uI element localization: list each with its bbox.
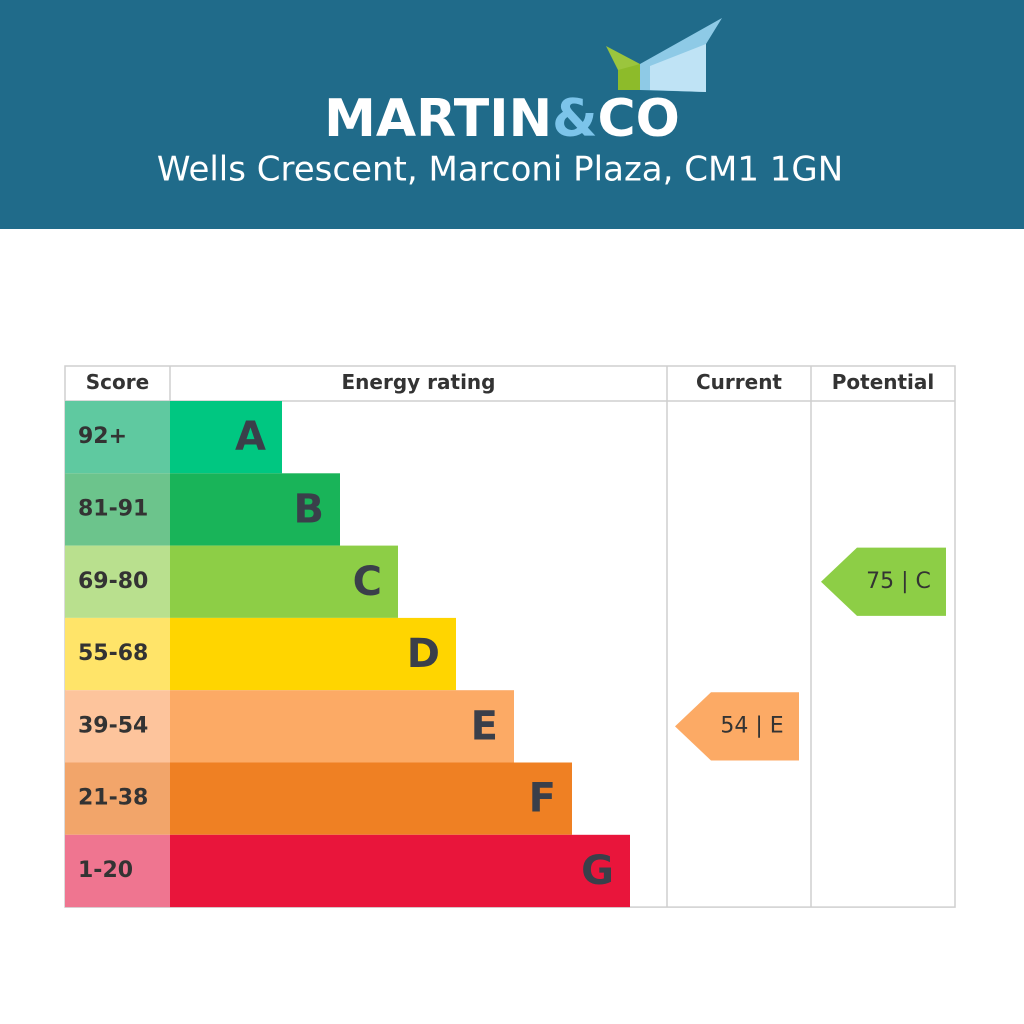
brand-amp: &	[552, 89, 597, 149]
rating-bar	[170, 545, 398, 618]
rating-bar	[170, 401, 282, 474]
score: 69-80	[78, 569, 148, 594]
column-header: Potential	[832, 370, 935, 394]
score: 1-20	[78, 858, 133, 883]
column-header: Energy rating	[342, 370, 496, 394]
header-band	[0, 0, 1024, 229]
rating-letter: C	[353, 559, 382, 605]
score-cell	[65, 545, 170, 618]
rating-letter: E	[471, 703, 498, 749]
score-cell	[65, 473, 170, 546]
current-label: 54 | E	[720, 713, 783, 738]
logo-house	[606, 18, 722, 92]
score: 55-68	[78, 641, 148, 666]
rating-bar	[170, 834, 630, 908]
score-cell	[65, 617, 170, 691]
column-header: Score	[86, 370, 149, 394]
column-header: Current	[696, 370, 782, 394]
score: 92+	[78, 424, 127, 449]
score: 81-91	[78, 496, 148, 521]
brand-text: MARTIN	[324, 89, 552, 149]
score-cell	[65, 401, 170, 474]
rating-letter: A	[235, 414, 266, 460]
score: 21-38	[78, 786, 148, 811]
score-cell	[65, 690, 170, 763]
rating-letter: D	[407, 631, 440, 677]
rating-bar	[170, 762, 572, 835]
score-cell	[65, 762, 170, 835]
address: Wells Crescent, Marconi Plaza, CM1 1GN	[157, 150, 843, 190]
rating-letter: B	[294, 486, 325, 532]
rating-letter: F	[529, 776, 556, 822]
score-cell	[65, 834, 170, 908]
brand-end: CO	[598, 89, 680, 149]
potential-arrow	[821, 547, 946, 616]
brand-logo: MARTIN&CO	[324, 89, 680, 149]
score: 39-54	[78, 713, 148, 738]
epc-table: Score Energy rating Current Potential 92+ A 81…	[64, 365, 956, 908]
current-arrow	[675, 692, 799, 761]
rating-bar	[170, 617, 456, 691]
rating-bar	[170, 690, 514, 763]
potential-label: 75 | C	[866, 569, 931, 594]
rating-bar	[170, 473, 340, 546]
rating-letter: G	[581, 848, 614, 894]
